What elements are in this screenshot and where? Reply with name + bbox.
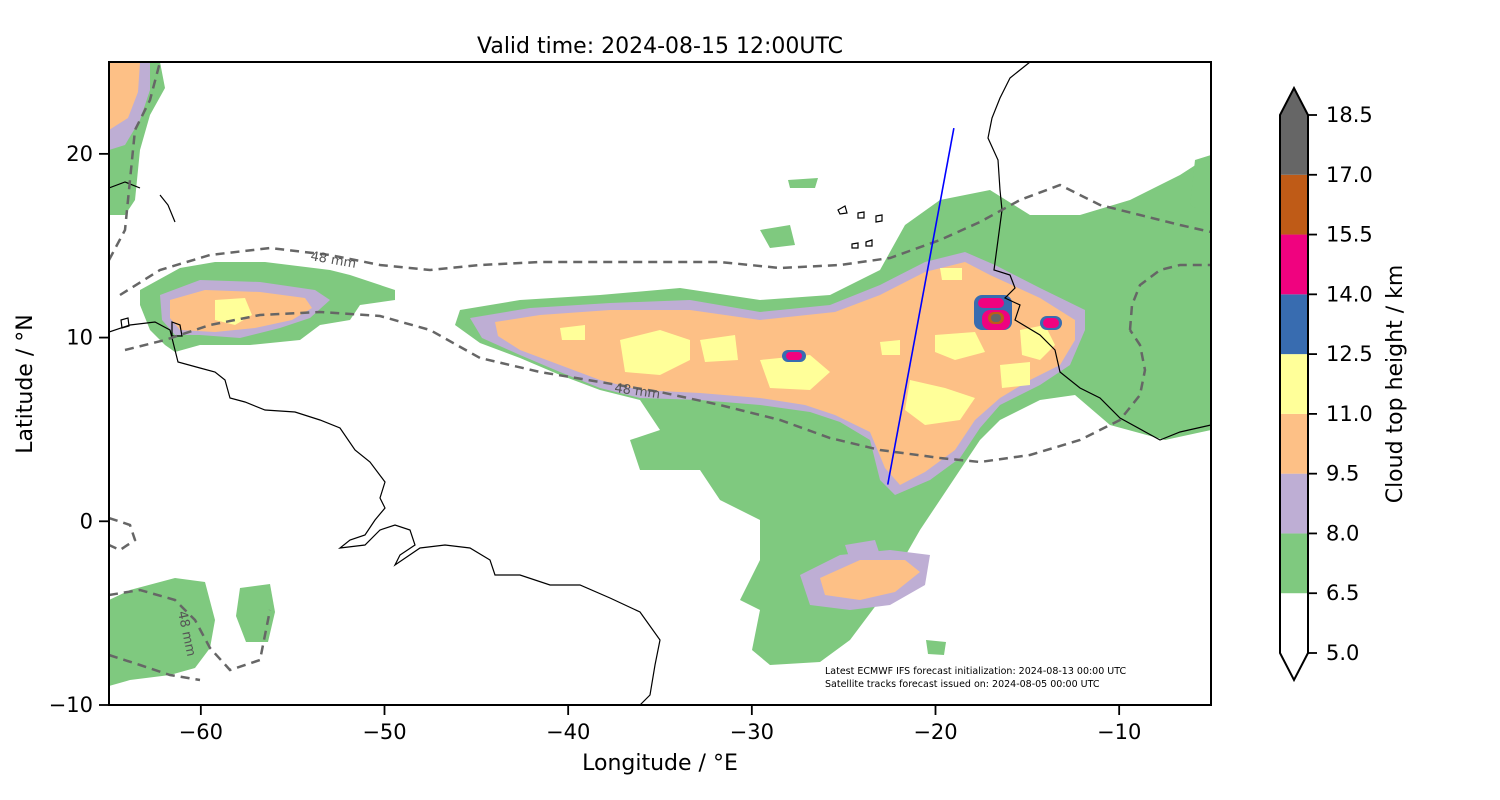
colorbar: 5.0 6.5 8.0 9.5 11.0 12.5 14.0 15.5 17.0 18.5	[1279, 85, 1373, 683]
colorbar-tick-label: 17.0	[1326, 163, 1373, 187]
coastlines	[109, 62, 1211, 705]
y-axis-label: Latitude / °N	[13, 314, 38, 453]
x-axis-label: Longitude / °E	[582, 751, 738, 776]
x-tick-label: −20	[913, 720, 957, 744]
cloud-field-11-0-km	[215, 268, 1055, 425]
colorbar-segment	[1280, 593, 1308, 653]
colorbar-tick-label: 14.0	[1326, 282, 1373, 306]
y-tick-label: 10	[66, 326, 93, 350]
contour-label: 48 mm	[613, 381, 661, 402]
colorbar-tick-label: 8.0	[1326, 521, 1359, 545]
colorbar-tick-label: 12.5	[1326, 342, 1373, 366]
map-title: Valid time: 2024-08-15 12:00UTC	[477, 34, 843, 59]
cloud-field-17-0-km	[991, 314, 1001, 322]
colorbar-segment	[1280, 294, 1308, 355]
colorbar-segment	[1280, 473, 1308, 534]
satellite-track	[886, 127, 955, 485]
forecast-init-note: Latest ECMWF IFS forecast initialization…	[825, 666, 1126, 677]
colorbar-extend-max	[1280, 88, 1308, 115]
colorbar-tick-label: 15.5	[1326, 223, 1373, 247]
colorbar-tick-label: 11.0	[1326, 402, 1373, 426]
x-axis: −60 −50 −40 −30 −20 −10	[179, 705, 1141, 744]
colorbar-tick-label: 5.0	[1326, 641, 1359, 665]
colorbar-segment	[1280, 354, 1308, 414]
colorbar-segment	[1280, 115, 1308, 175]
y-axis: −10 0 10 20	[49, 142, 109, 717]
y-tick-label: 20	[66, 142, 93, 166]
colorbar-extend-min	[1280, 653, 1308, 680]
colorbar-segment	[1280, 174, 1308, 235]
plot-frame	[108, 61, 1212, 706]
x-tick-label: −40	[546, 720, 590, 744]
colorbar-tick-label: 9.5	[1326, 462, 1359, 486]
colorbar-segment	[1280, 533, 1308, 594]
x-tick-label: −30	[730, 720, 774, 744]
plot-area: 48 mm 48 mm 48 mm	[109, 62, 1211, 705]
y-tick-label: −10	[49, 693, 93, 717]
y-tick-label: 0	[80, 509, 93, 533]
x-tick-label: −60	[179, 720, 223, 744]
precipitable-water-contour	[109, 62, 1211, 682]
colorbar-label: Cloud top height / km	[1383, 265, 1408, 504]
colorbar-tick-label: 18.5	[1326, 103, 1373, 127]
colorbar-segment	[1280, 413, 1308, 474]
colorbar-tick-label: 6.5	[1326, 581, 1359, 605]
satellite-issue-note: Satellite tracks forecast issued on: 202…	[825, 679, 1100, 690]
colorbar-segment	[1280, 234, 1308, 295]
x-tick-label: −50	[362, 720, 406, 744]
x-tick-label: −10	[1097, 720, 1141, 744]
